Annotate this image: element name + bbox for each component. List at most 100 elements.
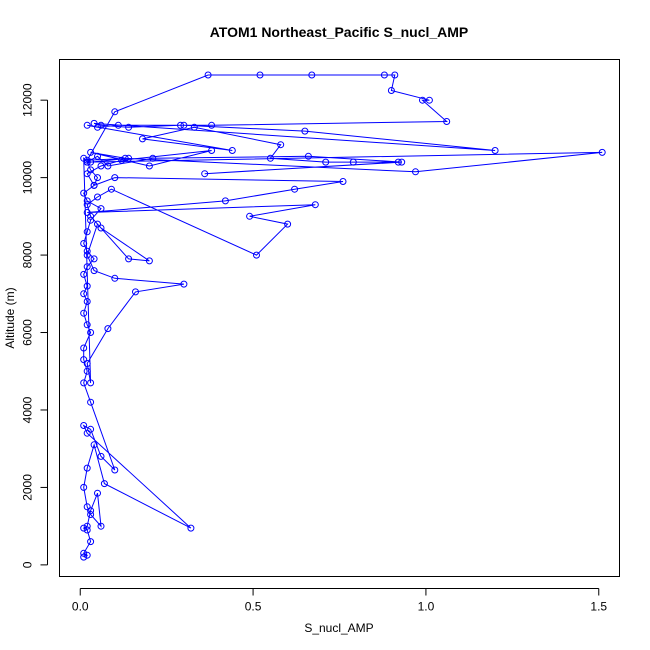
data-point (90, 119, 98, 127)
data-point (291, 185, 299, 193)
data-point (90, 441, 98, 449)
data-point (83, 551, 91, 559)
y-tick-label: 4000 (21, 396, 35, 423)
data-point (149, 154, 157, 162)
data-point (125, 123, 133, 131)
data-point (80, 549, 88, 557)
data-point (80, 422, 88, 429)
data-point (253, 251, 260, 259)
chart-title: ATOM1 Northeast_Pacific S_nucl_AMP (210, 24, 469, 40)
data-point (256, 71, 264, 79)
data-point (83, 367, 91, 375)
data-point (145, 162, 153, 170)
data-point (83, 247, 91, 255)
y-axis: 0 2000 4000 6000 8000 10000 12000 (21, 83, 48, 568)
data-point (87, 329, 95, 336)
y-axis-label: Altitude (m) (3, 287, 17, 348)
data-point (83, 197, 91, 205)
data-point (87, 148, 95, 156)
y-tick-label: 2000 (21, 474, 35, 501)
data-point (97, 522, 105, 530)
data-point (80, 524, 88, 532)
data-point (83, 360, 91, 367)
data-point (394, 158, 402, 166)
data-point (80, 483, 88, 491)
data-point (83, 298, 91, 305)
x-tick-label: 0.5 (245, 600, 262, 614)
data-point (83, 282, 91, 290)
data-point (94, 220, 101, 228)
data-point (83, 121, 91, 129)
data-point (104, 325, 112, 333)
data-point (83, 156, 91, 164)
data-point (412, 168, 419, 176)
y-tick-label: 0 (21, 561, 35, 568)
data-point (97, 162, 105, 170)
plot-area (80, 71, 606, 561)
data-point (177, 121, 184, 129)
data-point (304, 152, 312, 160)
data-point (380, 71, 388, 79)
data-point (83, 503, 91, 511)
data-point (97, 205, 105, 213)
data-point (107, 185, 115, 193)
y-tick-label: 10000 (21, 161, 35, 195)
series-line (82, 74, 603, 558)
data-point (308, 71, 316, 79)
data-point (94, 123, 101, 131)
data-point (94, 193, 101, 201)
data-point (266, 154, 274, 162)
data-point (208, 121, 216, 129)
data-point (94, 152, 101, 160)
data-point (125, 154, 133, 162)
data-point (111, 174, 119, 182)
data-point (80, 189, 88, 197)
data-point (301, 127, 309, 135)
plot-frame (59, 59, 620, 577)
data-point (349, 158, 357, 166)
data-point (83, 158, 91, 166)
x-tick-label: 1.5 (590, 600, 607, 614)
data-point (145, 257, 153, 265)
data-point (425, 96, 433, 104)
data-point (83, 209, 91, 216)
y-tick-label: 6000 (21, 319, 35, 346)
data-point (87, 538, 95, 546)
data-point (87, 511, 95, 518)
data-point (80, 379, 88, 387)
data-point (87, 507, 95, 515)
data-point (111, 108, 119, 116)
data-point (97, 224, 105, 232)
data-point (83, 429, 91, 437)
data-point (180, 280, 188, 288)
data-point (80, 356, 88, 364)
data-point (83, 251, 91, 259)
data-point (118, 156, 126, 164)
data-point (83, 263, 91, 271)
data-point (187, 524, 195, 532)
data-point (97, 452, 105, 460)
data-point (114, 121, 122, 129)
data-point (83, 228, 91, 236)
data-point (387, 87, 395, 94)
data-point (83, 170, 91, 178)
data-point (111, 466, 119, 474)
data-point (228, 147, 236, 154)
data-point (190, 123, 198, 131)
data-point (208, 147, 216, 154)
data-point (132, 288, 139, 296)
data-point (180, 121, 188, 129)
data-point (87, 398, 95, 406)
data-point (87, 158, 95, 166)
x-axis-label: S_nucl_AMP (304, 621, 373, 635)
data-point (204, 71, 212, 79)
y-tick-label: 12000 (21, 83, 35, 117)
data-point (80, 553, 88, 561)
data-point (398, 158, 406, 166)
data-point (83, 321, 91, 329)
data-point (104, 162, 112, 170)
data-point (201, 170, 209, 178)
data-point (80, 290, 88, 298)
data-point (339, 178, 347, 185)
